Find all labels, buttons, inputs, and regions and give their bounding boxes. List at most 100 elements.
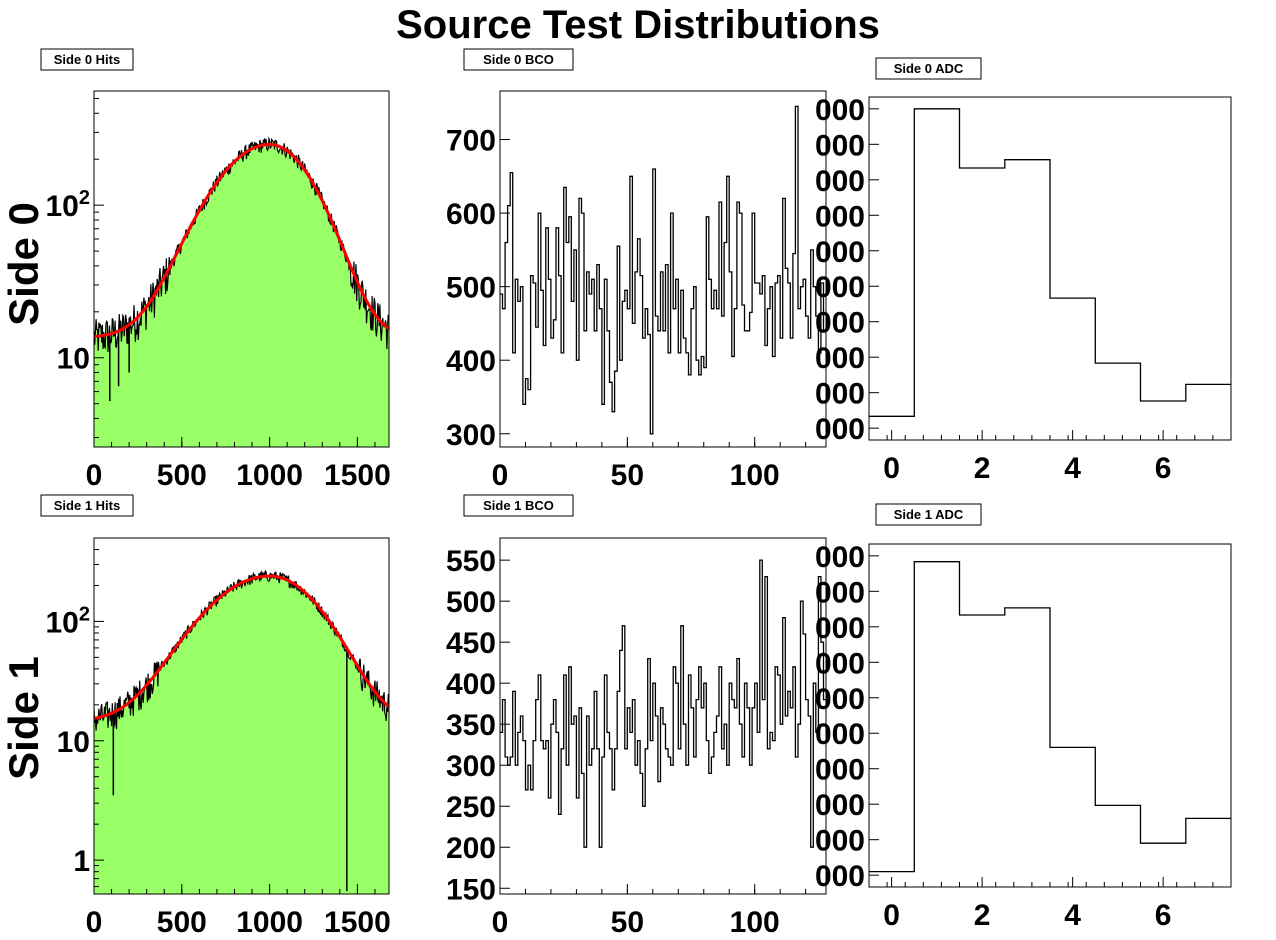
s1-hits-x-tick-label: 0 — [86, 906, 103, 939]
s0-hits-x-tick-label: 1500 — [324, 459, 391, 492]
panel-s0-hits: 0 500 1000 1500 10 102 Side 0 Hits — [40, 48, 391, 492]
s0-hits-x-tick-label: 500 — [157, 459, 207, 492]
s1-hits-frame — [93, 537, 390, 895]
s1-bco-x-tick-label: 50 — [611, 906, 644, 939]
s1-adc-y-tick-label: 000 — [815, 754, 865, 787]
s0-adc-x-tick-label: 0 — [883, 452, 900, 485]
s0-adc-step-line — [869, 108, 1231, 417]
s0-hits-x-tick-label: 1000 — [236, 459, 303, 492]
s0-adc-y-tick-label: 000 — [815, 271, 865, 304]
s1-adc-x-tick-label: 4 — [1064, 899, 1081, 932]
s0-bco-plot-area — [500, 105, 826, 435]
s1-bco-y-tick-label: 200 — [446, 832, 496, 865]
s0-adc-x-tick-label: 2 — [974, 452, 991, 485]
s0-hits-y-tick-label: 10 — [57, 343, 90, 376]
s1-bco-plot-area — [500, 559, 826, 848]
s1-adc-y-tick-label: 000 — [815, 825, 865, 858]
s1-hits-label: Side 1 Hits — [54, 498, 120, 513]
s0-adc-y-tick-label: 000 — [815, 413, 865, 446]
row-label-side-1: Side 1 — [0, 656, 47, 780]
s1-bco-label: Side 1 BCO — [483, 498, 554, 513]
s1-adc-x-tick-label: 0 — [883, 899, 900, 932]
s1-adc-y-tick-label: 000 — [815, 647, 865, 680]
s1-hits-x-tick-label: 1500 — [324, 906, 391, 939]
s0-bco-y-tick-label: 700 — [446, 125, 496, 158]
s1-bco-y-tick-label: 450 — [446, 627, 496, 660]
s1-bco-y-tick-label: 150 — [446, 873, 496, 906]
s0-adc-y-tick-label: 000 — [815, 307, 865, 340]
s0-adc-y-tick-label: 000 — [815, 94, 865, 127]
s1-hits-y-tick-label: 102 — [46, 603, 91, 639]
s0-adc-y-tick-label: 000 — [815, 236, 865, 269]
s1-hits-fit-curve — [94, 574, 389, 720]
s0-adc-y-tick-label: 000 — [815, 129, 865, 162]
s0-adc-y-tick-label: 000 — [815, 342, 865, 375]
s1-bco-label-box — [463, 494, 574, 517]
s0-hits-y-tick-label: 102 — [46, 187, 91, 223]
row-label-side-0: Side 0 — [0, 202, 47, 326]
s0-bco-label: Side 0 BCO — [483, 52, 554, 67]
s0-adc-y-tick-label: 000 — [815, 200, 865, 233]
s1-adc-y-tick-label: 000 — [815, 683, 865, 716]
s0-bco-x-tick-label: 0 — [492, 459, 509, 492]
page-title: Source Test Distributions — [396, 3, 880, 47]
s0-adc-y-tick-label: 000 — [815, 165, 865, 198]
s1-hits-histogram-fill — [94, 571, 389, 894]
s1-bco-frame — [499, 537, 827, 895]
s1-adc-plot-area — [869, 561, 1231, 873]
s0-adc-x-tick-label: 6 — [1155, 452, 1172, 485]
s1-adc-x-tick-label: 6 — [1155, 899, 1172, 932]
s0-adc-plot-area — [869, 108, 1231, 417]
s0-bco-y-tick-label: 300 — [446, 419, 496, 452]
panel-s1-hits: 0 500 1000 1500 1 10 102 Side 1 Hits — [40, 494, 391, 939]
panel-s0-bco: 0 50 100 300 400 500 600 700 Side 0 BCO — [446, 48, 827, 492]
s1-bco-x-tick-label: 100 — [730, 906, 780, 939]
s1-hits-x-tick-label: 1000 — [236, 906, 303, 939]
s0-hits-histogram-fill — [94, 138, 389, 447]
s1-adc-y-tick-label: 000 — [815, 576, 865, 609]
s0-bco-y-tick-label: 500 — [446, 272, 496, 305]
s0-adc-y-tick-label: 000 — [815, 378, 865, 411]
s1-adc-step-line — [869, 561, 1231, 873]
s1-adc-y-tick-label: 000 — [815, 860, 865, 893]
s1-adc-y-tick-label: 000 — [815, 612, 865, 645]
s0-bco-step-line — [500, 105, 826, 435]
s1-adc-y-tick-label: 000 — [815, 789, 865, 822]
s1-bco-step-line — [500, 559, 826, 848]
s1-adc-y-tick-label: 000 — [815, 541, 865, 574]
s0-hits-label-box — [40, 48, 134, 71]
s0-bco-y-tick-label: 400 — [446, 345, 496, 378]
s1-bco-y-tick-label: 400 — [446, 668, 496, 701]
s0-bco-y-tick-label: 600 — [446, 198, 496, 231]
s1-hits-y-tick-label: 1 — [73, 845, 90, 878]
s1-adc-label-box — [875, 503, 982, 526]
s1-hits-y-tick-label: 10 — [57, 726, 90, 759]
s0-adc-label-box — [875, 57, 982, 80]
s1-adc-x-tick-label: 2 — [974, 899, 991, 932]
s0-hits-plot-area — [94, 136, 389, 447]
s1-hits-x-tick-label: 500 — [157, 906, 207, 939]
s0-bco-x-tick-label: 50 — [611, 459, 644, 492]
s0-bco-frame — [499, 90, 827, 448]
s1-adc-label: Side 1 ADC — [894, 507, 964, 522]
s0-hits-x-tick-label: 0 — [86, 459, 103, 492]
s1-bco-x-tick-label: 0 — [492, 906, 509, 939]
s1-bco-y-tick-label: 250 — [446, 791, 496, 824]
s1-bco-y-tick-label: 300 — [446, 750, 496, 783]
panel-s1-bco: 0 50 100 150 200 250 300 350 400 450 500 550 Side 1 … — [446, 494, 827, 939]
s0-adc-label: Side 0 ADC — [894, 61, 964, 76]
s0-hits-label: Side 0 Hits — [54, 52, 120, 67]
s1-bco-y-tick-label: 550 — [446, 545, 496, 578]
s0-adc-x-tick-label: 4 — [1064, 452, 1081, 485]
s1-bco-y-tick-label: 350 — [446, 709, 496, 742]
s0-bco-x-tick-label: 100 — [730, 459, 780, 492]
s0-hits-frame — [93, 90, 390, 448]
s1-adc-y-tick-label: 000 — [815, 718, 865, 751]
s1-hits-label-box — [40, 494, 134, 517]
s1-hits-plot-area — [94, 569, 389, 894]
s0-hits-fit-curve — [94, 142, 389, 339]
